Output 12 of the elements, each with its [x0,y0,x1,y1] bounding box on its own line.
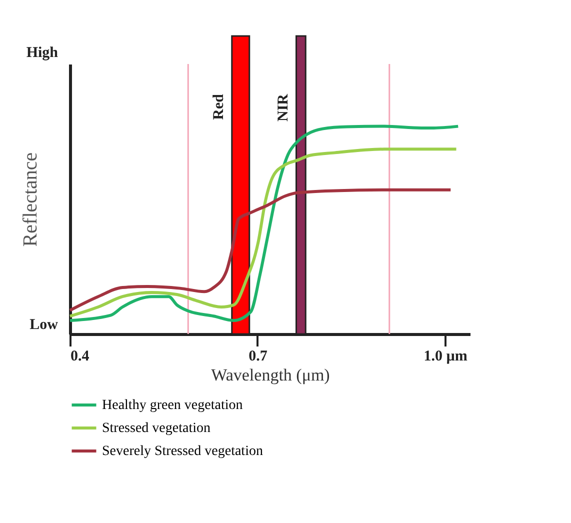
legend-label: Healthy green vegetation [102,398,243,413]
band-label: Red [210,93,227,120]
band-label: NIR [275,94,292,122]
legend-label: Stressed vegetation [102,421,210,436]
legend-label: Severely Stressed vegetation [102,444,263,459]
text: High [26,45,59,61]
x-axis-title: Wavelength (μm) [211,366,330,384]
x-tick-label: 1.0 µm [424,348,468,364]
text: Low [30,317,58,333]
x-tick-label: 0.7 [248,348,268,364]
y-axis-title: Reflectance [20,152,42,247]
x-tick-label: 0.4 [70,348,90,364]
